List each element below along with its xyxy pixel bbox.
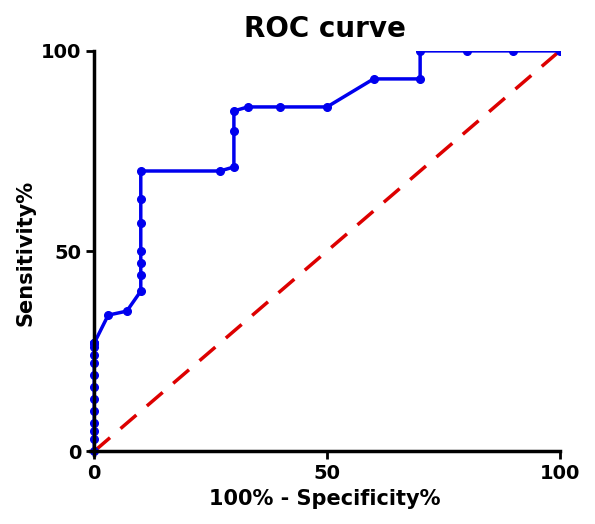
X-axis label: 100% - Specificity%: 100% - Specificity% bbox=[209, 489, 440, 509]
Y-axis label: Sensitivity%: Sensitivity% bbox=[15, 180, 35, 326]
Title: ROC curve: ROC curve bbox=[244, 15, 406, 43]
